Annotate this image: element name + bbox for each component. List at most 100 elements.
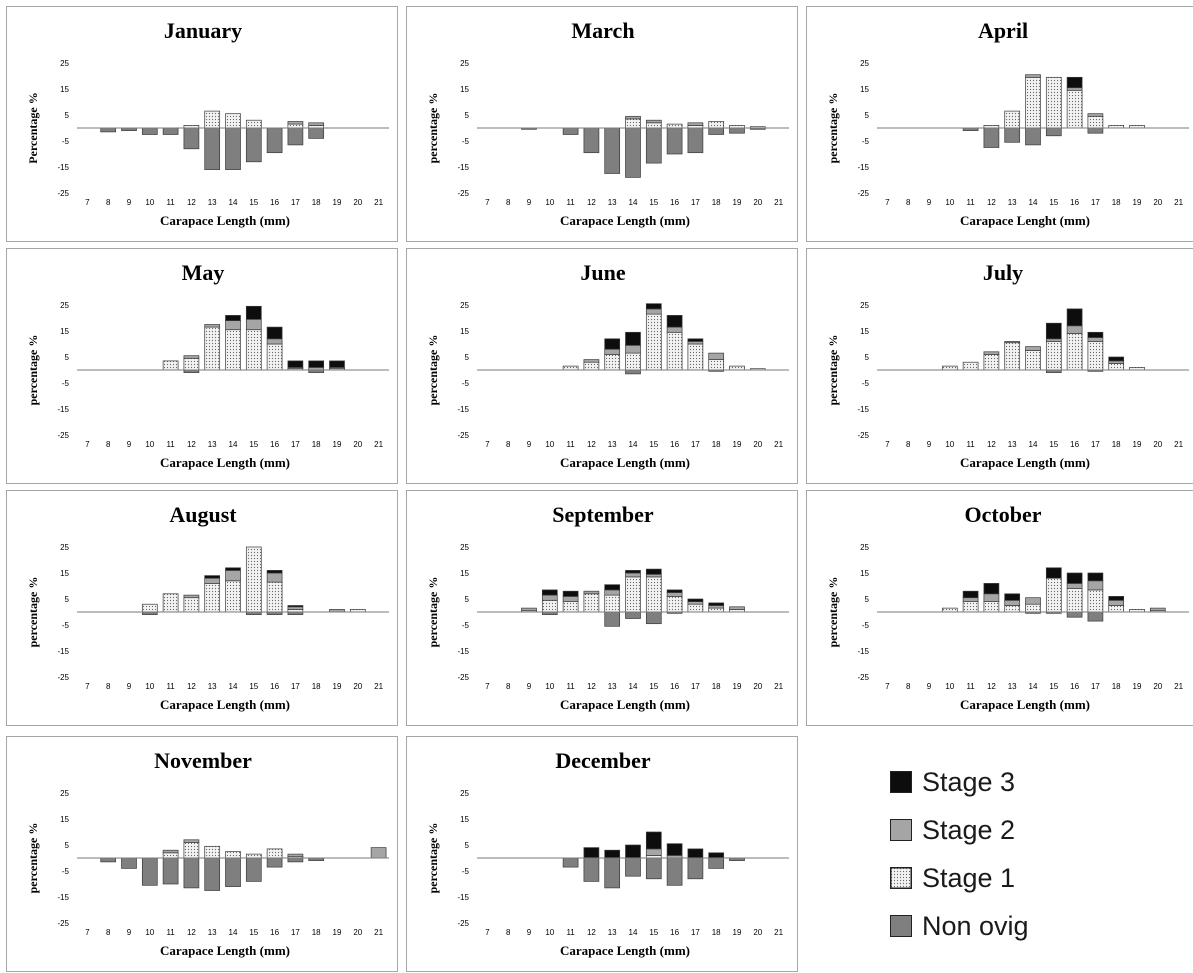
y-tick-label: -5 — [862, 137, 870, 146]
y-tick-label: -15 — [857, 405, 869, 414]
bar-nonovig-15 — [645, 127, 662, 164]
x-tick-label: 17 — [291, 682, 300, 691]
x-tick-label: 10 — [545, 682, 554, 691]
bar-stage2-11 — [562, 596, 579, 602]
y-tick-label: 5 — [65, 111, 70, 120]
x-tick-label: 21 — [774, 928, 783, 937]
bar-stage1-11 — [962, 361, 979, 371]
x-tick-label: 7 — [485, 440, 490, 449]
bar-nonovig-10 — [141, 127, 158, 135]
chart-panel-december: December 25 15 5 -5 -15 -25 percentage % 7 8 9 10 11… — [406, 736, 798, 972]
legend-swatch-stage3 — [890, 771, 912, 793]
x-tick-label: 15 — [649, 928, 658, 937]
bar-stage2-17 — [287, 853, 304, 858]
x-tick-label: 13 — [608, 440, 617, 449]
x-tick-label: 20 — [1153, 440, 1162, 449]
x-tick-label: 19 — [333, 928, 342, 937]
bar-nonovig-10 — [141, 857, 158, 886]
bar-stage3-18 — [1108, 596, 1125, 601]
bar-stage3-17 — [687, 848, 704, 859]
bar-stage3-17 — [287, 605, 304, 608]
bar-stage3-15 — [645, 831, 662, 850]
bar-stage2-12 — [183, 594, 200, 599]
chart-panel-may: May 25 15 5 -5 -15 -25 percentage % 7 8 9 10 11 12 13 1… — [6, 248, 398, 484]
bar-nonovig-11 — [162, 857, 179, 885]
chart-svg: November 25 15 5 -5 -15 -25 percentage % 7 8 9 10 11… — [26, 748, 389, 958]
bar-nonovig-17 — [1087, 127, 1104, 134]
bar-nonovig-14 — [625, 369, 641, 375]
x-tick-label: 19 — [733, 928, 742, 937]
bar-stage1-13 — [204, 110, 221, 129]
y-tick-label: 25 — [860, 301, 869, 310]
chart-title: December — [555, 748, 651, 773]
chart-panel-march: March 25 15 5 -5 -15 -25 percentage % 7 8 9 10 11 12 1… — [406, 6, 798, 242]
x-tick-label: 11 — [166, 928, 175, 937]
x-tick-label: 21 — [774, 198, 783, 207]
bar-stage3-15 — [645, 303, 662, 310]
chart-svg: September 25 15 5 -5 -15 -25 percentage % 7 8 9 10 1… — [426, 502, 789, 712]
bar-stage2-18 — [308, 122, 325, 126]
chart-panel-june: June 25 15 5 -5 -15 -25 percentage % 7 8 9 10 11 12 13… — [406, 248, 798, 484]
bar-stage3-17 — [1087, 572, 1104, 582]
bar-stage3-16 — [1066, 76, 1083, 89]
bar-nonovig-16 — [266, 857, 283, 868]
legend-item-stage3: Stage 3 — [890, 762, 1015, 802]
x-tick-label: 13 — [208, 198, 217, 207]
bar-stage2-16 — [666, 592, 683, 597]
bar-stage2-16 — [1066, 583, 1083, 589]
y-tick-label: 15 — [60, 569, 69, 578]
bar-stage1-15 — [645, 576, 662, 613]
bar-stage2-17 — [1087, 337, 1104, 342]
x-tick-label: 11 — [166, 682, 175, 691]
bar-nonovig-14 — [625, 611, 641, 619]
x-tick-label: 9 — [527, 682, 532, 691]
y-axis-label: percentage % — [426, 335, 440, 406]
bar-stage1-18 — [708, 359, 725, 371]
x-tick-label: 8 — [506, 440, 511, 449]
x-tick-label: 16 — [1070, 440, 1079, 449]
chart-title: August — [169, 502, 237, 527]
y-tick-label: 15 — [860, 327, 869, 336]
x-tick-label: 9 — [127, 682, 132, 691]
x-tick-label: 12 — [187, 682, 196, 691]
x-tick-label: 7 — [85, 198, 90, 207]
x-tick-label: 18 — [312, 928, 321, 937]
x-tick-label: 7 — [85, 440, 90, 449]
x-tick-label: 14 — [629, 198, 638, 207]
bar-stage2-19 — [729, 606, 745, 610]
x-tick-label: 13 — [1008, 198, 1017, 207]
bar-stage3-10 — [541, 589, 558, 596]
bar-stage1-11 — [562, 601, 579, 613]
y-tick-label: 5 — [65, 841, 70, 850]
x-tick-label: 18 — [312, 440, 321, 449]
bar-stage3-14 — [625, 331, 641, 346]
x-tick-label: 17 — [291, 928, 300, 937]
bar-nonovig-14 — [225, 127, 241, 170]
y-tick-label: -15 — [57, 405, 69, 414]
y-tick-label: -25 — [857, 431, 869, 440]
chart-panel-august: August 25 15 5 -5 -15 -25 percentage % 7 8 9 10 11 12… — [6, 490, 398, 726]
x-tick-label: 17 — [291, 440, 300, 449]
x-tick-label: 20 — [1153, 682, 1162, 691]
bar-stage1-14 — [625, 118, 641, 129]
bar-stage1-16 — [1066, 588, 1083, 613]
bar-stage3-14 — [225, 567, 241, 571]
y-axis-label: percentage % — [826, 93, 840, 164]
legend-swatch-nonovig — [890, 915, 912, 937]
x-tick-label: 16 — [670, 928, 679, 937]
x-tick-label: 20 — [1153, 198, 1162, 207]
x-tick-label: 7 — [885, 682, 890, 691]
y-tick-label: -25 — [857, 189, 869, 198]
bar-nonovig-15 — [245, 127, 262, 163]
bar-stage1-16 — [666, 331, 683, 371]
x-tick-label: 9 — [127, 198, 132, 207]
x-tick-label: 9 — [127, 440, 132, 449]
x-tick-label: 16 — [270, 682, 279, 691]
y-tick-label: 25 — [860, 59, 869, 68]
chart-svg: April 25 15 5 -5 -15 -25 percentage % 7 8 9 10 11 12 1… — [826, 18, 1189, 228]
bar-nonovig-12 — [183, 127, 200, 150]
chart-svg: August 25 15 5 -5 -15 -25 percentage % 7 8 9 10 11 12… — [26, 502, 389, 712]
chart-svg: January 25 15 5 -5 -15 -25 Percentage % 7 8 9 10 11 1… — [26, 18, 389, 228]
bar-stage1-12 — [183, 842, 200, 859]
y-tick-label: -5 — [62, 137, 70, 146]
